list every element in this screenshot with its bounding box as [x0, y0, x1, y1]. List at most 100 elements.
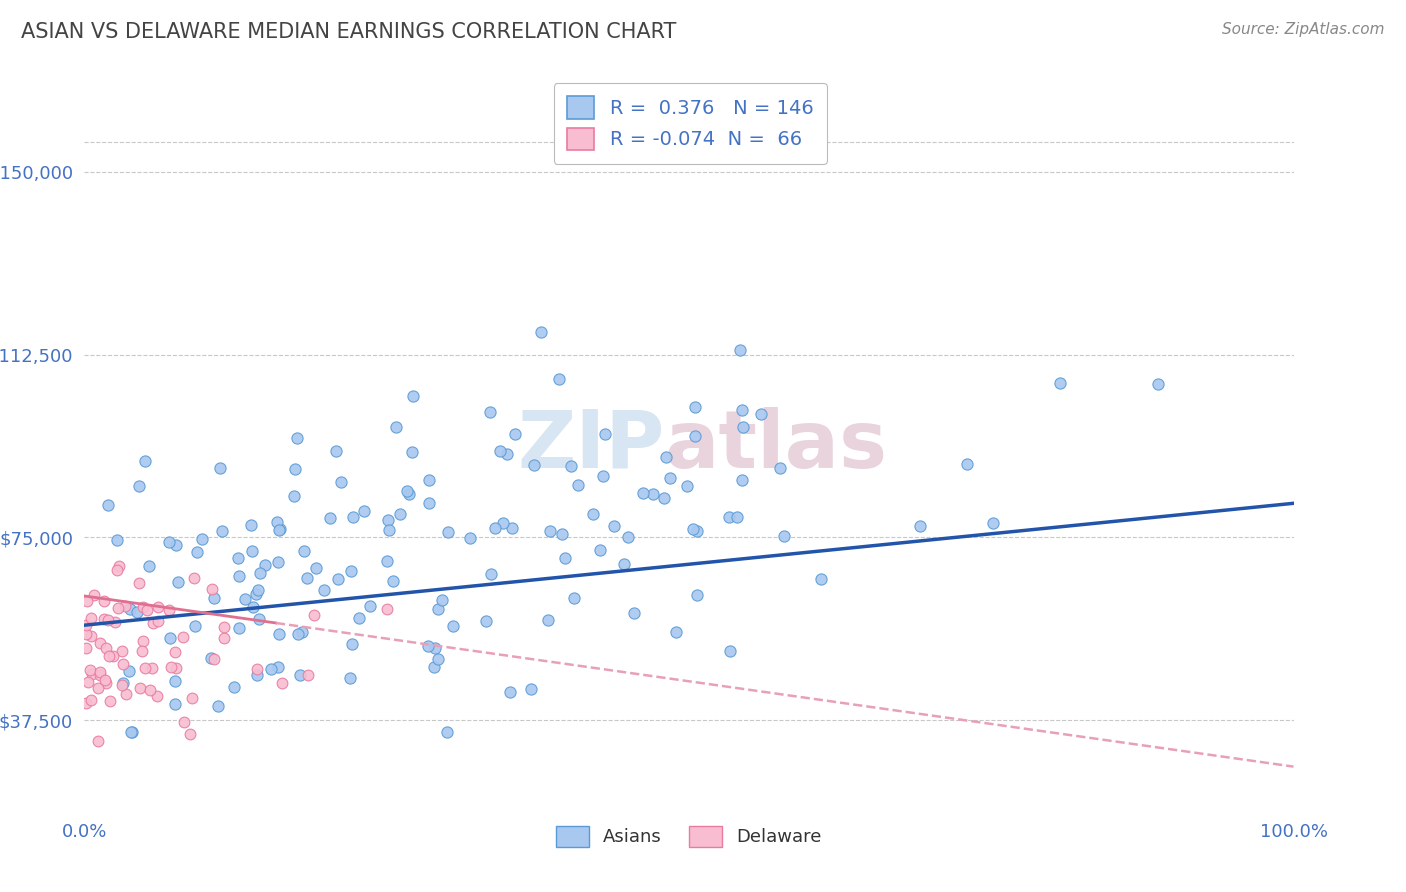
Point [633, 485, 655, 500]
Point [245, 587, 267, 601]
Point [112, 676, 135, 690]
Point [475, 614, 498, 628]
Point [97, 648, 120, 663]
Point [94, 676, 117, 690]
Point [120, 602, 142, 616]
Point [136, 603, 159, 617]
Point [179, 727, 201, 741]
Point [80, 629, 103, 643]
Point [89, 668, 111, 682]
Point [288, 668, 311, 682]
Point [432, 593, 454, 607]
Point [353, 504, 375, 518]
Point [503, 426, 526, 441]
Point [731, 473, 754, 487]
Point [441, 619, 464, 633]
Point [80, 693, 103, 707]
Point [908, 518, 931, 533]
Point [112, 657, 135, 672]
Point [105, 563, 128, 577]
Point [530, 325, 553, 339]
Point [436, 725, 458, 739]
Point [398, 486, 420, 500]
Point [101, 648, 124, 663]
Point [134, 660, 156, 674]
Point [423, 641, 446, 656]
Point [233, 592, 256, 607]
Point [342, 510, 364, 524]
Point [191, 532, 214, 546]
Point [128, 576, 150, 591]
Point [488, 443, 510, 458]
Point [423, 660, 446, 674]
Point [254, 558, 277, 572]
Point [617, 530, 640, 544]
Point [426, 652, 449, 666]
Point [749, 407, 772, 421]
Point [347, 610, 370, 624]
Point [98, 694, 121, 708]
Point [200, 651, 222, 665]
Point [567, 477, 589, 491]
Point [623, 607, 645, 621]
Point [492, 516, 515, 531]
Point [554, 551, 576, 566]
Point [114, 687, 136, 701]
Point [120, 725, 142, 739]
Text: atlas: atlas [665, 407, 887, 485]
Point [402, 389, 425, 403]
Point [401, 445, 423, 459]
Point [142, 616, 165, 631]
Point [242, 600, 264, 615]
Point [501, 521, 523, 535]
Point [603, 519, 626, 533]
Point [388, 507, 411, 521]
Point [246, 662, 269, 676]
Point [728, 343, 751, 358]
Point [499, 685, 522, 699]
Point [105, 533, 128, 547]
Point [395, 483, 418, 498]
Point [165, 661, 187, 675]
Point [118, 665, 141, 679]
Point [312, 583, 335, 598]
Point [226, 551, 249, 566]
Point [725, 510, 748, 524]
Point [479, 566, 502, 581]
Point [266, 555, 288, 569]
Point [375, 602, 398, 616]
Point [211, 524, 233, 538]
Point [302, 608, 325, 623]
Point [260, 662, 283, 676]
Point [325, 444, 347, 458]
Point [426, 602, 449, 616]
Point [284, 462, 307, 476]
Point [146, 689, 169, 703]
Point [173, 714, 195, 729]
Point [207, 699, 229, 714]
Point [141, 661, 163, 675]
Point [87, 681, 110, 696]
Point [75, 697, 97, 711]
Point [246, 582, 269, 597]
Point [292, 544, 315, 558]
Point [655, 450, 678, 465]
Point [733, 419, 755, 434]
Point [339, 671, 361, 685]
Point [520, 682, 543, 697]
Point [659, 471, 682, 485]
Point [93, 594, 115, 608]
Point [111, 678, 134, 692]
Point [810, 572, 832, 586]
Point [683, 429, 706, 443]
Point [652, 491, 675, 506]
Point [683, 400, 706, 414]
Point [104, 615, 127, 629]
Point [484, 521, 506, 535]
Point [129, 681, 152, 695]
Point [496, 447, 519, 461]
Point [228, 569, 250, 583]
Point [266, 516, 288, 530]
Point [138, 559, 160, 574]
Point [305, 561, 328, 575]
